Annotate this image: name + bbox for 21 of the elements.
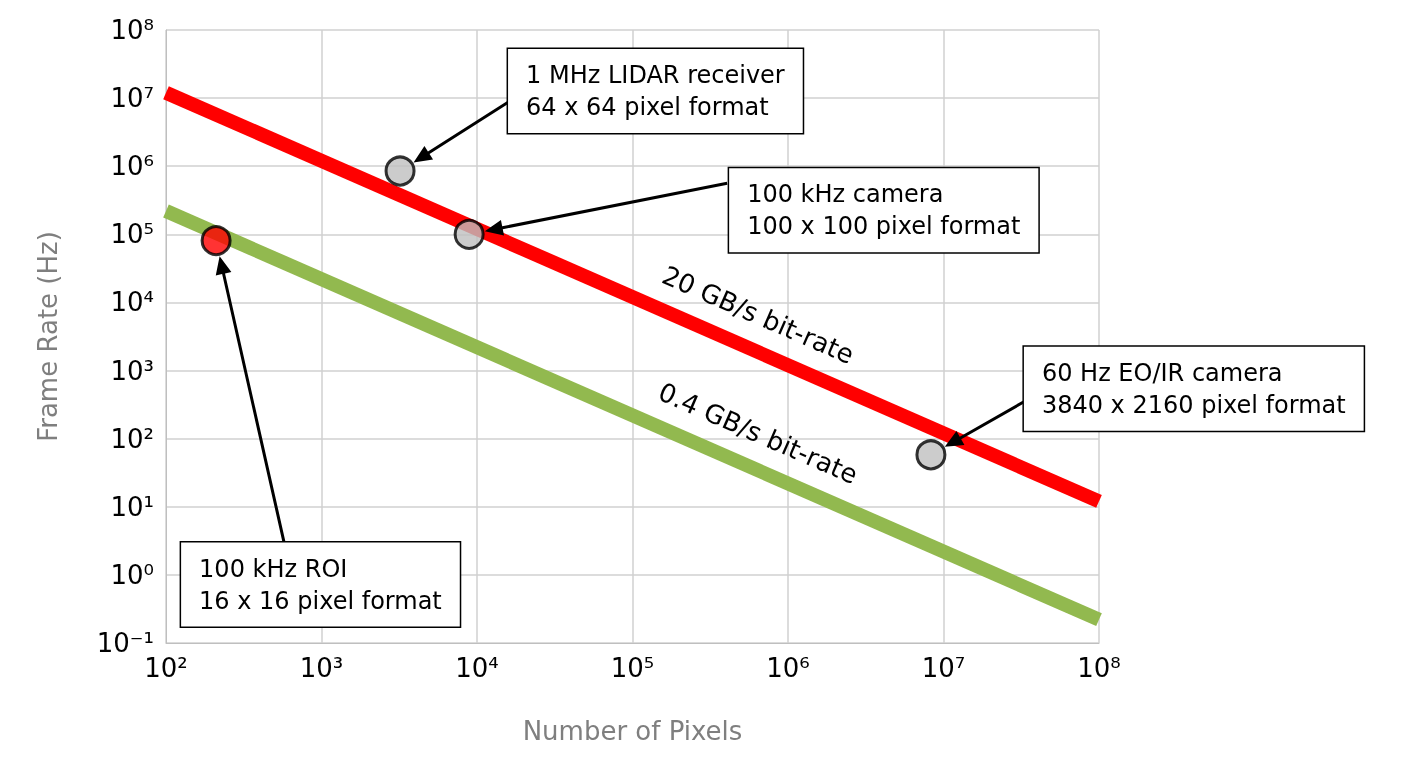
annotation: 1 MHz LIDAR receiver 64 x 64 pixel format bbox=[526, 61, 785, 122]
x-tick-label: 10³ bbox=[299, 653, 344, 683]
x-tick-label: 10⁷ bbox=[921, 653, 966, 683]
x-tick-label: 10⁴ bbox=[455, 653, 499, 683]
y-tick-label: 10³ bbox=[110, 355, 154, 386]
y-tick-label: 10⁰ bbox=[110, 559, 154, 590]
y-axis-title: Frame Rate (Hz) bbox=[33, 231, 63, 442]
x-tick-label: 10⁵ bbox=[610, 653, 655, 683]
y-tick-label: 10⁴ bbox=[110, 287, 154, 318]
annotation: 100 kHz ROI 16 x 16 pixel format bbox=[199, 554, 442, 615]
y-tick-label: 10⁶ bbox=[110, 151, 154, 182]
y-tick-label: 10² bbox=[110, 423, 154, 454]
y-tick-label: 10⁵ bbox=[110, 219, 154, 250]
y-tick-label: 10⁸ bbox=[110, 15, 154, 45]
y-tick-label: 10⁷ bbox=[110, 83, 154, 114]
annotation: 100 kHz camera 100 x 100 pixel format bbox=[747, 180, 1021, 241]
x-tick-label: 10⁸ bbox=[1077, 653, 1121, 683]
x-tick-label: 10⁶ bbox=[766, 653, 810, 683]
x-axis-title: Number of Pixels bbox=[522, 716, 743, 746]
y-tick-label: 10¹ bbox=[110, 491, 154, 522]
annotation: 60 Hz EO/IR camera 3840 x 2160 pixel format bbox=[1041, 358, 1346, 419]
